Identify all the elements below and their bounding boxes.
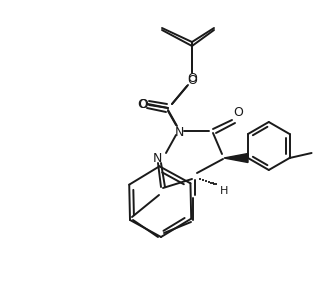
- Text: O: O: [137, 98, 147, 111]
- Text: N: N: [152, 151, 162, 164]
- Text: O: O: [138, 98, 148, 111]
- Text: N: N: [174, 126, 184, 139]
- Text: O: O: [233, 107, 243, 120]
- Text: O: O: [187, 73, 197, 86]
- Polygon shape: [224, 154, 248, 162]
- Text: H: H: [220, 186, 228, 196]
- Text: O: O: [187, 71, 197, 84]
